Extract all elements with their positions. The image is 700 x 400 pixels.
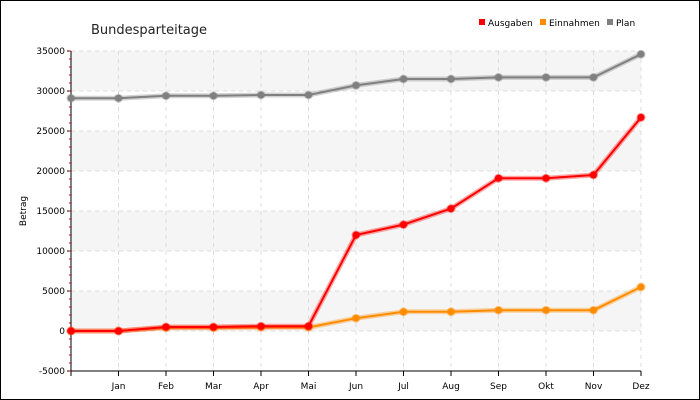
legend-label-einnahmen: Einnahmen bbox=[549, 19, 600, 29]
legend: Ausgaben Einnahmen Plan bbox=[479, 19, 635, 29]
y-tick-label: 15000 bbox=[36, 207, 65, 217]
legend-swatch-plan bbox=[607, 19, 613, 25]
y-tick-label: -5000 bbox=[39, 367, 65, 377]
data-point-ausgaben bbox=[114, 326, 123, 336]
y-axis-label: Betrag bbox=[19, 196, 29, 226]
x-tick-label: Aug bbox=[442, 382, 460, 392]
data-point-einnahmen bbox=[589, 305, 598, 315]
y-tick-label: 5000 bbox=[42, 287, 65, 297]
data-point-einnahmen bbox=[351, 313, 361, 323]
data-point-plan bbox=[114, 93, 123, 103]
data-point-ausgaben bbox=[636, 112, 646, 122]
data-point-einnahmen bbox=[399, 307, 408, 317]
y-tick-label: 30000 bbox=[36, 87, 65, 97]
x-tick-label: Okt bbox=[538, 382, 554, 392]
x-tick-label: Dez bbox=[632, 382, 649, 392]
data-point-einnahmen bbox=[494, 305, 503, 315]
data-point-plan bbox=[494, 72, 503, 82]
x-tick-label: Mai bbox=[301, 382, 317, 392]
x-tick-label: Jun bbox=[348, 382, 363, 392]
y-tick-label: 25000 bbox=[36, 127, 65, 137]
legend-swatch-einnahmen bbox=[540, 19, 546, 25]
data-point-ausgaben bbox=[209, 322, 218, 332]
chart-title: Bundesparteitage bbox=[91, 23, 207, 38]
data-point-plan bbox=[161, 91, 171, 101]
data-point-einnahmen bbox=[636, 282, 646, 292]
legend-label-plan: Plan bbox=[616, 19, 635, 29]
data-point-ausgaben bbox=[256, 321, 266, 331]
data-point-plan bbox=[446, 74, 456, 84]
data-point-ausgaben bbox=[66, 326, 76, 336]
x-tick-label: Sep bbox=[490, 382, 507, 392]
data-point-ausgaben bbox=[161, 322, 171, 332]
y-tick-label: 35000 bbox=[36, 47, 65, 57]
legend-swatch-ausgaben bbox=[479, 19, 485, 25]
x-tick-label: Feb bbox=[158, 382, 174, 392]
x-tick-label: Jan bbox=[111, 382, 126, 392]
data-point-ausgaben bbox=[494, 173, 503, 183]
y-tick-label: 20000 bbox=[36, 167, 65, 177]
data-point-plan bbox=[304, 90, 313, 100]
data-point-plan bbox=[399, 74, 408, 84]
data-point-einnahmen bbox=[541, 305, 551, 315]
legend-label-ausgaben: Ausgaben bbox=[488, 19, 533, 29]
x-tick-labels: Jan Feb Mar Apr Mai Jun Jul Aug Sep Okt Nov Dez bbox=[111, 382, 650, 392]
data-point-plan bbox=[589, 72, 598, 82]
data-point-plan bbox=[351, 80, 361, 90]
data-point-ausgaben bbox=[351, 230, 361, 240]
data-point-ausgaben bbox=[541, 173, 551, 183]
y-tick-labels: -5000 0 5000 10000 15000 20000 25000 30000 35000 bbox=[36, 47, 65, 377]
x-tick-label: Nov bbox=[585, 382, 603, 392]
grid-lines bbox=[71, 50, 642, 372]
axes bbox=[67, 50, 642, 376]
data-point-plan bbox=[256, 90, 266, 100]
x-tick-label: Apr bbox=[253, 382, 269, 392]
data-point-ausgaben bbox=[589, 170, 598, 180]
x-tick-label: Jul bbox=[397, 382, 409, 392]
y-tick-label: 10000 bbox=[36, 247, 65, 257]
data-point-ausgaben bbox=[399, 220, 408, 230]
data-point-ausgaben bbox=[446, 204, 456, 214]
data-point-plan bbox=[209, 91, 218, 101]
data-point-plan bbox=[66, 93, 76, 103]
data-point-plan bbox=[636, 49, 646, 59]
y-tick-label: 0 bbox=[59, 327, 65, 337]
x-tick-label: Mar bbox=[205, 382, 222, 392]
data-point-einnahmen bbox=[446, 307, 456, 317]
data-point-plan bbox=[541, 72, 551, 82]
series-layer bbox=[66, 49, 646, 336]
data-point-ausgaben bbox=[304, 321, 313, 331]
